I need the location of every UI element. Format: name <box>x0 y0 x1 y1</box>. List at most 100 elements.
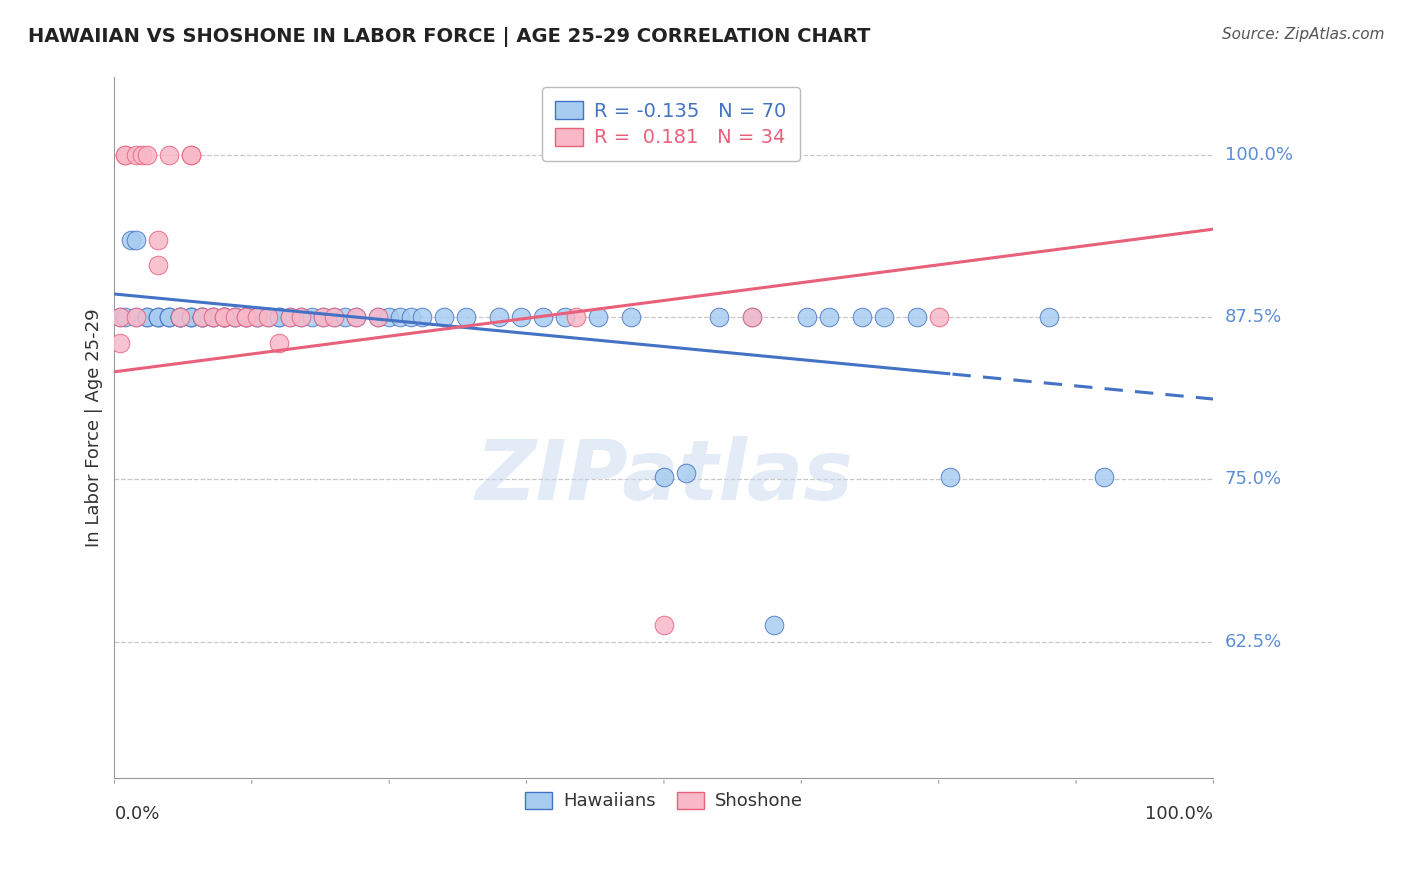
Point <box>312 310 335 325</box>
Point <box>191 310 214 325</box>
Point <box>433 310 456 325</box>
Point <box>246 310 269 325</box>
Point <box>323 310 346 325</box>
Point <box>180 310 202 325</box>
Point <box>148 310 170 325</box>
Point <box>312 310 335 325</box>
Point <box>169 310 191 325</box>
Text: Source: ZipAtlas.com: Source: ZipAtlas.com <box>1222 27 1385 42</box>
Point <box>214 310 236 325</box>
Point <box>136 310 159 325</box>
Point <box>202 310 225 325</box>
Point <box>157 310 180 325</box>
Point <box>510 310 533 325</box>
Point <box>125 310 148 325</box>
Point <box>1092 470 1115 484</box>
Point <box>389 310 412 325</box>
Point <box>741 310 763 325</box>
Point <box>235 310 257 325</box>
Point <box>169 310 191 325</box>
Point <box>586 310 609 325</box>
Point <box>214 310 236 325</box>
Point <box>125 310 148 325</box>
Point <box>157 310 180 325</box>
Point <box>707 310 730 325</box>
Point <box>224 310 246 325</box>
Point <box>565 310 588 325</box>
Point <box>817 310 839 325</box>
Point <box>269 310 291 325</box>
Point <box>367 310 389 325</box>
Text: 87.5%: 87.5% <box>1225 309 1282 326</box>
Text: 75.0%: 75.0% <box>1225 470 1282 489</box>
Point <box>136 148 159 162</box>
Point <box>301 310 323 325</box>
Point <box>148 259 170 273</box>
Point <box>125 148 148 162</box>
Point <box>246 310 269 325</box>
Point <box>114 310 136 325</box>
Point <box>235 310 257 325</box>
Point <box>938 470 960 484</box>
Point <box>1038 310 1060 325</box>
Point <box>157 310 180 325</box>
Point <box>180 148 202 162</box>
Point <box>851 310 873 325</box>
Point <box>114 148 136 162</box>
Point <box>257 310 280 325</box>
Text: 62.5%: 62.5% <box>1225 632 1282 650</box>
Point <box>235 310 257 325</box>
Point <box>214 310 236 325</box>
Text: ZIPatlas: ZIPatlas <box>475 436 853 517</box>
Point <box>905 310 928 325</box>
Point <box>202 310 225 325</box>
Point <box>290 310 312 325</box>
Point <box>148 233 170 247</box>
Point <box>741 310 763 325</box>
Text: 100.0%: 100.0% <box>1225 146 1292 164</box>
Point <box>224 310 246 325</box>
Point <box>796 310 818 325</box>
Point <box>169 310 191 325</box>
Point <box>411 310 433 325</box>
Point <box>114 148 136 162</box>
Point <box>180 310 202 325</box>
Point <box>108 336 131 351</box>
Point <box>378 310 401 325</box>
Text: 0.0%: 0.0% <box>114 805 160 823</box>
Point <box>278 310 301 325</box>
Point <box>214 310 236 325</box>
Point <box>257 310 280 325</box>
Point <box>125 233 148 247</box>
Point <box>136 310 159 325</box>
Point <box>108 310 131 325</box>
Point <box>246 310 269 325</box>
Point <box>323 310 346 325</box>
Point <box>131 148 153 162</box>
Point <box>344 310 367 325</box>
Point <box>224 310 246 325</box>
Point <box>120 233 142 247</box>
Y-axis label: In Labor Force | Age 25-29: In Labor Force | Age 25-29 <box>86 309 103 547</box>
Point <box>278 310 301 325</box>
Point <box>235 310 257 325</box>
Point <box>180 310 202 325</box>
Point <box>620 310 643 325</box>
Point <box>456 310 478 325</box>
Point <box>531 310 554 325</box>
Point <box>873 310 896 325</box>
Point <box>191 310 214 325</box>
Point <box>762 617 785 632</box>
Point <box>180 148 202 162</box>
Point <box>214 310 236 325</box>
Point <box>652 470 675 484</box>
Point <box>554 310 576 325</box>
Legend: Hawaiians, Shoshone: Hawaiians, Shoshone <box>517 784 810 818</box>
Point <box>399 310 422 325</box>
Point <box>269 336 291 351</box>
Point <box>290 310 312 325</box>
Text: 100.0%: 100.0% <box>1146 805 1213 823</box>
Point <box>169 310 191 325</box>
Point <box>675 466 697 480</box>
Point <box>148 310 170 325</box>
